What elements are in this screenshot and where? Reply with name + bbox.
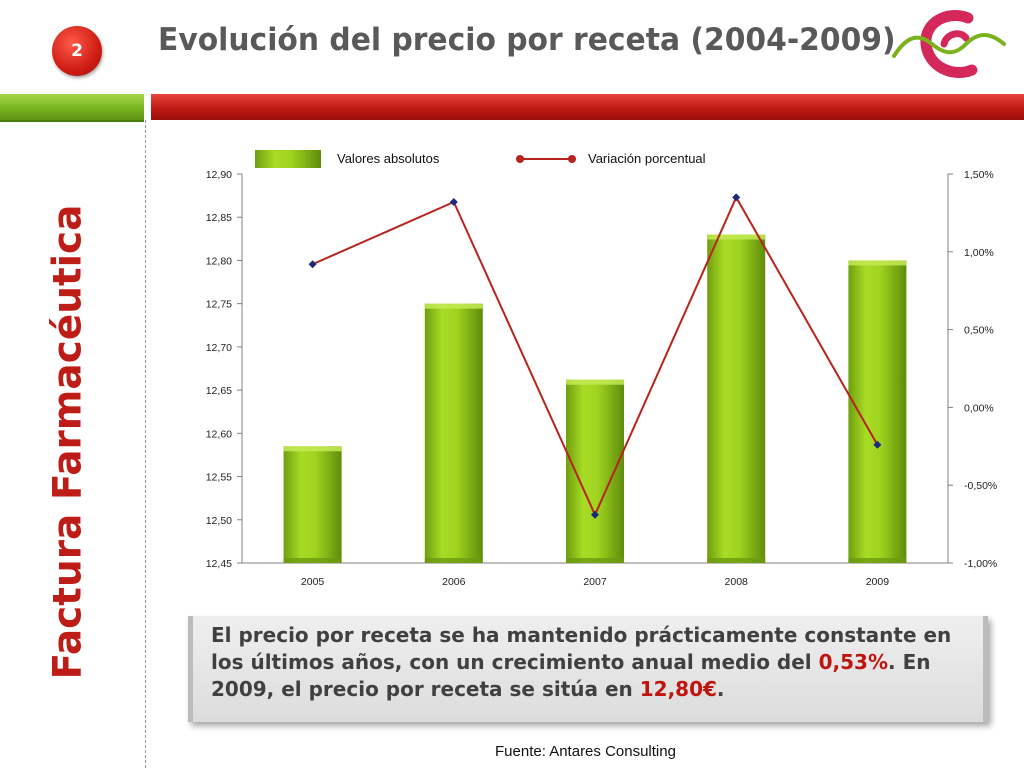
bar-top-highlight <box>566 379 624 385</box>
vertical-divider <box>145 120 146 768</box>
bar-top-highlight <box>848 260 907 266</box>
logo-green-wave <box>892 33 1006 58</box>
y-left-tick-label: 12,60 <box>206 428 232 440</box>
y-right-tick-label: 0,00% <box>964 402 994 414</box>
brand-logo <box>892 10 1006 78</box>
section-number-badge: 2 <box>52 26 102 76</box>
x-tick-label: 2007 <box>583 576 607 588</box>
summary-part-1: El precio por receta se ha mantenido prá… <box>211 623 952 674</box>
summary-box: El precio por receta se ha mantenido prá… <box>188 616 988 722</box>
logo-red-inner <box>940 30 970 48</box>
line-point <box>873 440 882 449</box>
bar-bottom-shade <box>848 558 907 563</box>
bar-top-highlight <box>424 303 483 309</box>
summary-highlight-price: 12,80€ <box>639 677 717 701</box>
bar-bottom-shade <box>566 558 624 563</box>
y-left-tick-label: 12,50 <box>206 515 232 527</box>
bar-top-highlight <box>707 234 766 240</box>
bar <box>424 303 483 563</box>
chart: Valores absolutos Variación porcentual 1… <box>206 150 998 588</box>
y-left-tick-label: 12,55 <box>206 472 232 484</box>
bar-bottom-shade <box>283 558 342 563</box>
y-right-tick-label: 1,00% <box>964 247 994 259</box>
y-right-tick-label: 1,50% <box>964 169 994 181</box>
line-point <box>308 260 317 269</box>
y-left-tick-label: 12,90 <box>206 169 232 181</box>
y-left-tick-label: 12,45 <box>206 558 232 570</box>
page-title: Evolución del precio por receta (2004-20… <box>158 22 896 58</box>
legend-line-marker-left <box>516 155 524 163</box>
bar <box>848 260 907 563</box>
y-left-tick-label: 12,80 <box>206 255 232 267</box>
legend-line-marker-right <box>568 155 576 163</box>
line-point <box>449 198 458 207</box>
summary-text: El precio por receta se ha mantenido prá… <box>211 622 963 703</box>
summary-part-2: . En 2009, el precio por receta se sitúa… <box>211 650 931 701</box>
bar-bottom-shade <box>424 558 483 563</box>
x-tick-label: 2008 <box>725 576 749 588</box>
legend-bar-swatch <box>255 150 321 168</box>
side-title: Factura Farmacéutica <box>45 204 91 680</box>
y-left-tick-label: 12,75 <box>206 299 232 311</box>
header-red-bar <box>151 94 1024 120</box>
summary-part-3: . <box>716 677 725 701</box>
x-tick-label: 2009 <box>866 576 890 588</box>
bar-bottom-shade <box>707 558 766 563</box>
summary-highlight-growth: 0,53% <box>818 650 889 674</box>
y-right-tick-label: 0,50% <box>964 325 994 337</box>
y-left-tick-label: 12,70 <box>206 342 232 354</box>
source-note: Fuente: Antares Consulting <box>495 743 676 760</box>
bar-top-highlight <box>283 446 342 452</box>
plot-area: 12,45 12,50 12,55 12,60 12,65 12,70 12,75 12,80… <box>206 169 998 588</box>
section-number: 2 <box>71 41 83 61</box>
logo-red-ring <box>920 10 978 78</box>
legend-bar-label: Valores absolutos <box>337 151 440 166</box>
y-right-tick-label: -1,00% <box>964 558 997 570</box>
line-point <box>591 510 599 519</box>
y-left-tick-label: 12,65 <box>206 385 232 397</box>
y-right-tick-label: -0,50% <box>964 480 997 492</box>
chart-legend: Valores absolutos Variación porcentual <box>255 150 706 168</box>
line-point <box>732 193 741 202</box>
header-green-bar <box>0 94 144 122</box>
y-left-tick-label: 12,85 <box>206 212 232 224</box>
x-tick-label: 2005 <box>301 576 325 588</box>
bar <box>283 446 342 563</box>
legend-line-label: Variación porcentual <box>588 151 706 166</box>
bar <box>707 234 766 563</box>
x-tick-label: 2006 <box>442 576 466 588</box>
